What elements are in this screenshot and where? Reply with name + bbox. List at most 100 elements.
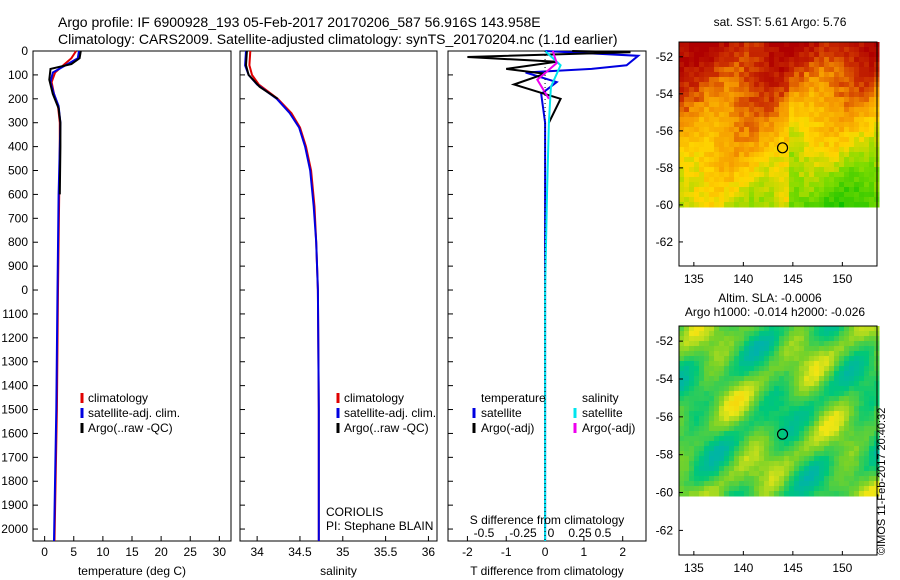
sla-map-cell <box>739 436 745 442</box>
sst-map-cell <box>769 197 775 203</box>
sst-map-cell <box>839 117 845 123</box>
sla-map-cell <box>859 486 865 492</box>
sla-map-cell <box>829 331 835 337</box>
sst-map-cell <box>834 142 840 148</box>
sst-map-cell <box>704 82 710 88</box>
sst-map-cell <box>764 92 770 98</box>
sst-map-cell <box>689 72 695 78</box>
sst-map-cell <box>754 147 760 153</box>
sst-map-cell <box>754 97 760 103</box>
sla-map-cell <box>789 396 795 402</box>
sla-map-cell <box>789 486 795 492</box>
sla-map-cell <box>754 361 760 367</box>
sla-map-cell <box>769 456 775 462</box>
sla-map-cell <box>809 436 815 442</box>
sst-map-cell <box>854 127 860 133</box>
sst-map-cell <box>839 62 845 68</box>
sla-map-cell <box>694 381 700 387</box>
sla-map-cell <box>819 461 825 467</box>
sla-map-cell <box>704 456 710 462</box>
sla-map-cell <box>839 456 845 462</box>
sla-map-cell <box>749 431 755 437</box>
sst-map-cell <box>824 167 830 173</box>
sla-map-cell <box>794 386 800 392</box>
sst-map-cell <box>779 107 785 113</box>
sla-map-cell <box>784 436 790 442</box>
sst-map-cell <box>779 77 785 83</box>
sla-map-cell <box>789 466 795 472</box>
sla-map-cell <box>684 471 690 477</box>
sst-map-cell <box>779 142 785 148</box>
sla-map-cell <box>694 431 700 437</box>
salinity-legend-label: satellite-adj. clim. <box>344 406 436 420</box>
sst-map-cell <box>794 202 800 208</box>
sst-map-cell <box>869 97 875 103</box>
sla-map-cell <box>784 441 790 447</box>
sst-map-cell <box>844 132 850 138</box>
sst-map-cell <box>804 167 810 173</box>
sla-map-cell <box>794 381 800 387</box>
sla-map-cell <box>849 336 855 342</box>
sla-map-cell <box>864 381 870 387</box>
sla-map-cell <box>724 416 730 422</box>
sla-map-cell <box>714 371 720 377</box>
sla-map-cell <box>739 396 745 402</box>
sla-map-cell <box>859 381 865 387</box>
sst-map-cell <box>869 102 875 108</box>
sla-map-cell <box>849 461 855 467</box>
sst-map-cell <box>689 182 695 188</box>
sst-map-cell <box>794 167 800 173</box>
sla-map-cell <box>679 471 685 477</box>
sla-map-cell <box>844 346 850 352</box>
sla-map-cell <box>759 366 765 372</box>
sla-map-cell <box>709 471 715 477</box>
sla-map-cell <box>709 431 715 437</box>
sla-map-cell <box>834 356 840 362</box>
sst-map-cell <box>864 62 870 68</box>
sst-map-cell <box>709 72 715 78</box>
sst-map-cell <box>779 147 785 153</box>
sst-map-cell <box>729 147 735 153</box>
sla-map-cell <box>794 431 800 437</box>
sst-map-cell <box>799 172 805 178</box>
sst-map-cell <box>789 87 795 93</box>
sla-map-cell <box>824 461 830 467</box>
sst-map-cell <box>839 127 845 133</box>
sla-map-cell <box>769 461 775 467</box>
sla-map-cell <box>779 376 785 382</box>
sla-map-cell <box>819 376 825 382</box>
sst-map-cell <box>869 177 875 183</box>
sst-map-cell <box>789 197 795 203</box>
sst-map-cell <box>734 187 740 193</box>
sla-map-cell <box>849 446 855 452</box>
sla-map-cell <box>709 361 715 367</box>
sst-map-cell <box>699 122 705 128</box>
sst-map-cell <box>704 192 710 198</box>
sst-map-cell <box>859 182 865 188</box>
temperature-ytick-label: 1300 <box>1 355 28 369</box>
sla-map-cell <box>679 486 685 492</box>
sst-map-cell <box>824 132 830 138</box>
sst-map-cell <box>859 97 865 103</box>
sst-map-cell <box>779 152 785 158</box>
sla-map-cell <box>749 406 755 412</box>
sla-map-cell <box>849 376 855 382</box>
sla-map-cell <box>734 326 740 332</box>
sst-map-cell <box>849 117 855 123</box>
sla-map-cell <box>714 351 720 357</box>
sla-map-cell <box>779 481 785 487</box>
sst-map-cell <box>859 197 865 203</box>
sst-map-cell <box>724 147 730 153</box>
sla-map-cell <box>769 371 775 377</box>
sst-map-cell <box>724 197 730 203</box>
sla-map-cell <box>739 486 745 492</box>
sla-map-cell <box>724 471 730 477</box>
sst-map-cell <box>809 122 815 128</box>
sst-map-cell <box>714 157 720 163</box>
sla-map-cell <box>769 336 775 342</box>
sst-map-cell <box>829 152 835 158</box>
sla-map-cell <box>814 416 820 422</box>
sst-map-cell <box>754 107 760 113</box>
sla-map-cell <box>714 451 720 457</box>
sst-map-cell <box>814 192 820 198</box>
